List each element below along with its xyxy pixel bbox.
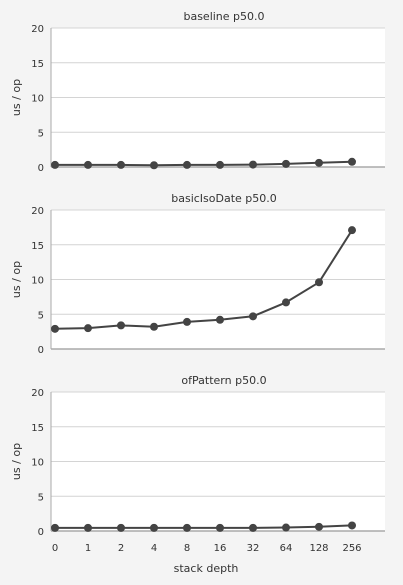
- data-point: [315, 278, 323, 287]
- data-point: [117, 321, 125, 330]
- y-tick-label: 20: [31, 24, 44, 35]
- data-point: [348, 226, 356, 235]
- y-tick-label: 0: [38, 345, 44, 356]
- x-tick-label: 128: [309, 543, 328, 554]
- chart-panel-3: 0 5 10 15 20 ofPattern p50.0 us / op 0 1 2 4 8 16 32 6…: [10, 374, 385, 575]
- y-tick-label: 20: [31, 388, 44, 399]
- x-tick-label: 16: [214, 543, 227, 554]
- x-tick-label: 2: [118, 543, 124, 554]
- data-point: [348, 157, 356, 166]
- chart-title: baseline p50.0: [183, 10, 264, 23]
- data-point: [150, 523, 158, 532]
- chart-panel-2: 0 5 10 15 20 basicIsoDate p50.0 us / op: [10, 192, 385, 356]
- x-tick-label: 0: [52, 543, 58, 554]
- y-tick-label: 0: [38, 527, 44, 538]
- data-point: [183, 523, 191, 532]
- data-point: [249, 160, 257, 169]
- data-point: [150, 322, 158, 331]
- data-point: [216, 160, 224, 169]
- data-point: [315, 158, 323, 167]
- y-tick-label: 15: [31, 59, 44, 70]
- data-point: [249, 523, 257, 532]
- x-tick-label: 1: [85, 543, 91, 554]
- y-tick-label: 0: [38, 163, 44, 174]
- data-point: [51, 324, 59, 333]
- data-point: [249, 312, 257, 321]
- y-tick-label: 5: [38, 492, 44, 503]
- y-tick-label: 5: [38, 310, 44, 321]
- data-point: [84, 523, 92, 532]
- data-point: [183, 160, 191, 169]
- y-axis-label: us / op: [10, 261, 23, 298]
- x-axis-label: stack depth: [174, 562, 239, 575]
- data-point: [216, 315, 224, 324]
- series-line: [55, 524, 353, 529]
- chart-panel-1: 0 5 10 15 20 baseline p50.0 us / op: [10, 10, 385, 174]
- chart-title: basicIsoDate p50.0: [171, 192, 277, 205]
- data-point: [216, 523, 224, 532]
- x-tick-label: 32: [247, 543, 260, 554]
- y-tick-label: 10: [31, 94, 44, 105]
- data-point: [282, 159, 290, 168]
- y-tick-label: 10: [31, 458, 44, 469]
- series-line: [55, 160, 353, 167]
- y-tick-label: 15: [31, 423, 44, 434]
- y-tick-label: 5: [38, 128, 44, 139]
- data-point: [51, 523, 59, 532]
- y-axis-label: us / op: [10, 79, 23, 116]
- y-tick-label: 20: [31, 206, 44, 217]
- data-point: [150, 161, 158, 170]
- data-point: [282, 523, 290, 532]
- data-point: [348, 521, 356, 530]
- data-point: [84, 324, 92, 333]
- data-point: [117, 160, 125, 169]
- x-tick-label: 8: [184, 543, 190, 554]
- chart-title: ofPattern p50.0: [181, 374, 266, 387]
- data-point: [282, 298, 290, 307]
- series-line: [54, 229, 353, 330]
- y-tick-label: 15: [31, 241, 44, 252]
- data-point: [183, 317, 191, 326]
- data-point: [51, 160, 59, 169]
- data-point: [84, 160, 92, 169]
- data-point: [117, 523, 125, 532]
- data-point: [315, 522, 323, 531]
- x-tick-label: 4: [151, 543, 157, 554]
- y-tick-label: 10: [31, 276, 44, 287]
- x-tick-label: 64: [280, 543, 293, 554]
- y-axis-label: us / op: [10, 443, 23, 480]
- x-tick-label: 256: [342, 543, 361, 554]
